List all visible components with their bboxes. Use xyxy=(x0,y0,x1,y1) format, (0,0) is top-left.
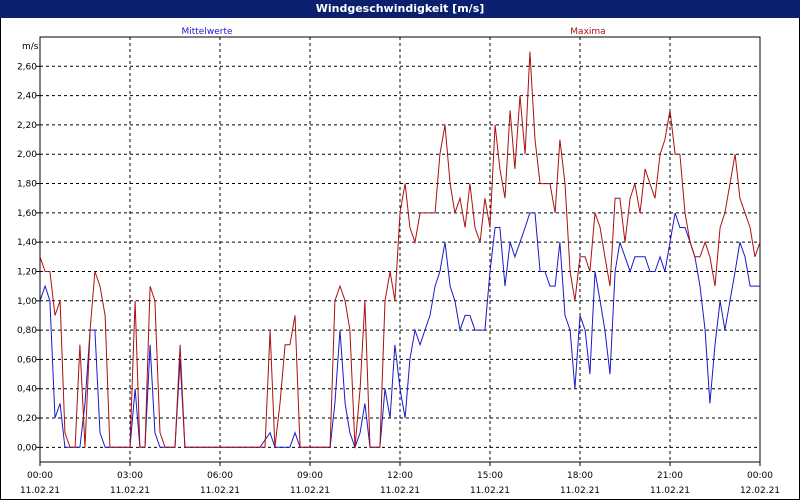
x-tick-date-label: 11.02.21 xyxy=(20,486,60,496)
x-tick-label: 12:00 xyxy=(387,471,413,481)
y-tick-label: 0,40 xyxy=(17,385,37,395)
legend-maxima: Maxima xyxy=(570,27,605,37)
y-tick-label: 2,20 xyxy=(17,121,37,131)
y-tick-label: 1,80 xyxy=(17,180,37,190)
y-axis: 0,00 0,20 0,40 0,60 0,80 1,00 1,20 1,40 1,60 1,80… xyxy=(17,62,40,453)
x-tick-label: 09:00 xyxy=(297,471,323,481)
x-tick-date-label: 11.02.21 xyxy=(470,486,510,496)
y-tick-label: 2,00 xyxy=(17,150,37,160)
y-tick-label: 1,60 xyxy=(17,209,37,219)
x-tick-label: 21:00 xyxy=(657,471,683,481)
x-tick-date-label: 11.02.21 xyxy=(110,486,150,496)
x-tick-label: 03:00 xyxy=(117,471,143,481)
y-tick-label: 0,60 xyxy=(17,355,37,365)
x-tick-date-label: 11.02.21 xyxy=(380,486,420,496)
x-tick-label: 00:00 xyxy=(747,471,773,481)
y-tick-label: 0,20 xyxy=(17,414,37,424)
series-lines xyxy=(39,51,761,449)
x-tick-label: 18:00 xyxy=(567,471,593,481)
chart-title: Windgeschwindigkeit [m/s] xyxy=(0,0,800,18)
x-axis: 00:00 11.02.21 03:00 11.02.21 06:00 11.02.21 0… xyxy=(20,462,780,496)
x-tick-label: 06:00 xyxy=(207,471,233,481)
y-tick-label: 0,00 xyxy=(17,443,37,453)
x-tick-label: 00:00 xyxy=(27,471,53,481)
x-tick-date-label: 11.02.21 xyxy=(290,486,330,496)
y-tick-label: 1,20 xyxy=(17,267,37,277)
x-tick-date-label: 12.02.21 xyxy=(740,486,780,496)
series-line-mittelwerte xyxy=(39,212,760,449)
legend-mittelwerte: Mittelwerte xyxy=(181,27,232,37)
x-tick-date-label: 11.02.21 xyxy=(200,486,240,496)
grid xyxy=(40,37,760,462)
x-tick-date-label: 11.02.21 xyxy=(650,486,690,496)
y-tick-label: 2,40 xyxy=(17,92,37,102)
y-tick-label: 2,60 xyxy=(17,62,37,72)
y-axis-label: m/s xyxy=(22,42,39,52)
y-tick-label: 1,40 xyxy=(17,238,37,248)
series-line-maxima xyxy=(39,51,761,448)
y-tick-label: 0,80 xyxy=(17,326,37,336)
x-tick-label: 15:00 xyxy=(477,471,503,481)
y-tick-label: 1,00 xyxy=(17,297,37,307)
x-tick-date-label: 11.02.21 xyxy=(560,486,600,496)
